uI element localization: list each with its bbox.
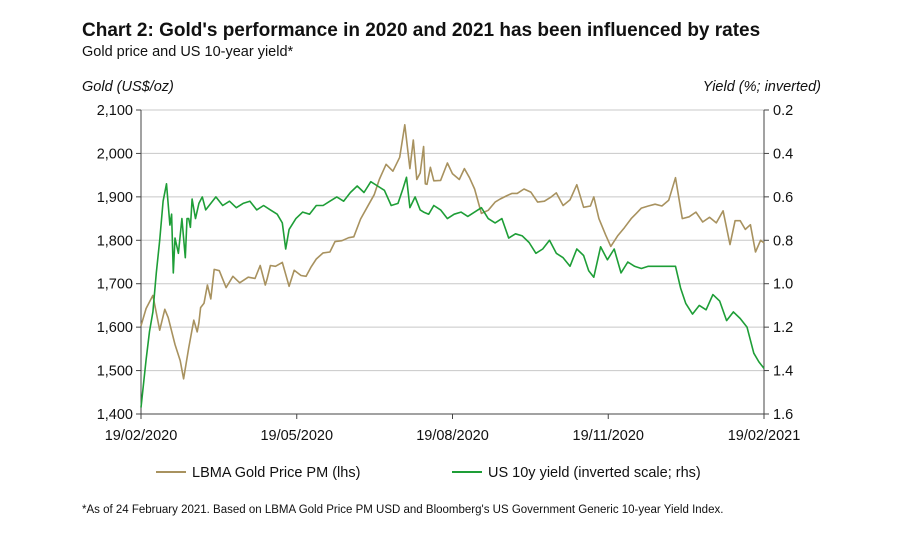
right-tick-label: 0.2: [773, 103, 793, 119]
left-tick-label: 1,700: [97, 277, 133, 293]
right-tick-label: 1.6: [773, 407, 793, 423]
x-tick-label: 19/05/2020: [260, 428, 333, 444]
x-axis-ticks: 19/02/2020 19/05/2020 19/08/2020 19/11/2020…: [105, 428, 801, 444]
left-tick-label: 1,900: [97, 190, 133, 206]
left-tick-label: 2,000: [97, 146, 133, 162]
chart-subtitle: Gold price and US 10-year yield*: [82, 44, 294, 60]
axes: [136, 109, 769, 419]
left-tick-label: 1,400: [97, 407, 133, 423]
right-axis-ticks: 0.2 0.4 0.6 0.8 1.0 1.2 1.4 1.6: [773, 103, 793, 423]
right-tick-label: 0.4: [773, 146, 793, 162]
legend-label-gold: LBMA Gold Price PM (lhs): [192, 465, 360, 481]
left-axis-ticks: 1,400 1,500 1,600 1,700 1,800 1,900 2,000 2,100: [97, 103, 133, 423]
right-axis-label: Yield (%; inverted): [703, 79, 821, 95]
left-axis-label: Gold (US$/oz): [82, 79, 174, 95]
legend-label-yield: US 10y yield (inverted scale; rhs): [488, 465, 701, 481]
gold-price-line: [140, 124, 765, 380]
x-tick-label: 19/02/2021: [728, 428, 801, 444]
us-10y-yield-line: [140, 176, 765, 408]
right-tick-label: 0.6: [773, 190, 793, 206]
right-tick-label: 0.8: [773, 233, 793, 249]
x-tick-label: 19/11/2020: [573, 428, 645, 444]
x-tick-label: 19/08/2020: [416, 428, 489, 444]
left-tick-label: 1,500: [97, 364, 133, 380]
left-tick-label: 2,100: [97, 103, 133, 119]
left-tick-label: 1,600: [97, 320, 133, 336]
x-tick-label: 19/02/2020: [105, 428, 178, 444]
right-tick-label: 1.2: [773, 320, 793, 336]
chart-title: Chart 2: Gold's performance in 2020 and …: [82, 20, 761, 41]
gridlines: [141, 109, 764, 372]
left-tick-label: 1,800: [97, 233, 133, 249]
legend: LBMA Gold Price PM (lhs) US 10y yield (in…: [156, 465, 701, 481]
footnote: *As of 24 February 2021. Based on LBMA G…: [82, 504, 724, 516]
right-tick-label: 1.0: [773, 277, 793, 293]
series-lines: [140, 124, 765, 408]
right-tick-label: 1.4: [773, 364, 793, 380]
